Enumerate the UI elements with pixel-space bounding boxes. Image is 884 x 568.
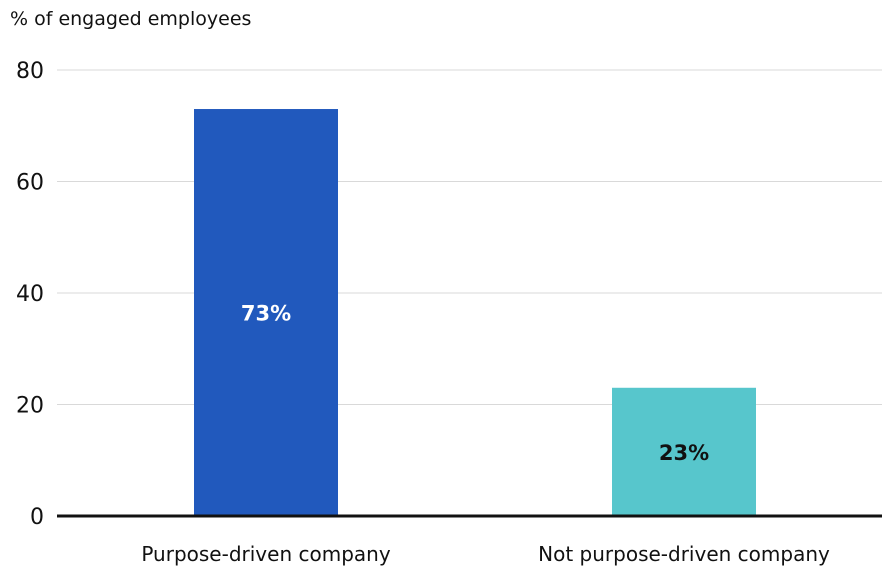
- bar-value-label: 23%: [659, 441, 709, 465]
- gridlines: [57, 69, 882, 405]
- bar: [612, 387, 756, 516]
- y-tick-label: 60: [16, 171, 44, 196]
- data-labels: 73% 23%: [241, 302, 709, 465]
- y-tick-label: 40: [16, 282, 44, 307]
- y-axis-ticks: 0 20 40 60 80: [16, 59, 44, 530]
- y-tick-label: 0: [30, 505, 44, 530]
- bars: [194, 109, 756, 517]
- y-tick-label: 80: [16, 59, 44, 84]
- category-label: Purpose-driven company: [141, 542, 390, 566]
- category-labels: Purpose-driven company Not purpose-driven…: [141, 542, 830, 566]
- category-label: Not purpose-driven company: [538, 542, 830, 566]
- bar: [194, 109, 338, 517]
- y-tick-label: 20: [16, 394, 44, 419]
- bar-value-label: 73%: [241, 302, 291, 326]
- y-axis-label: % of engaged employees: [10, 8, 251, 30]
